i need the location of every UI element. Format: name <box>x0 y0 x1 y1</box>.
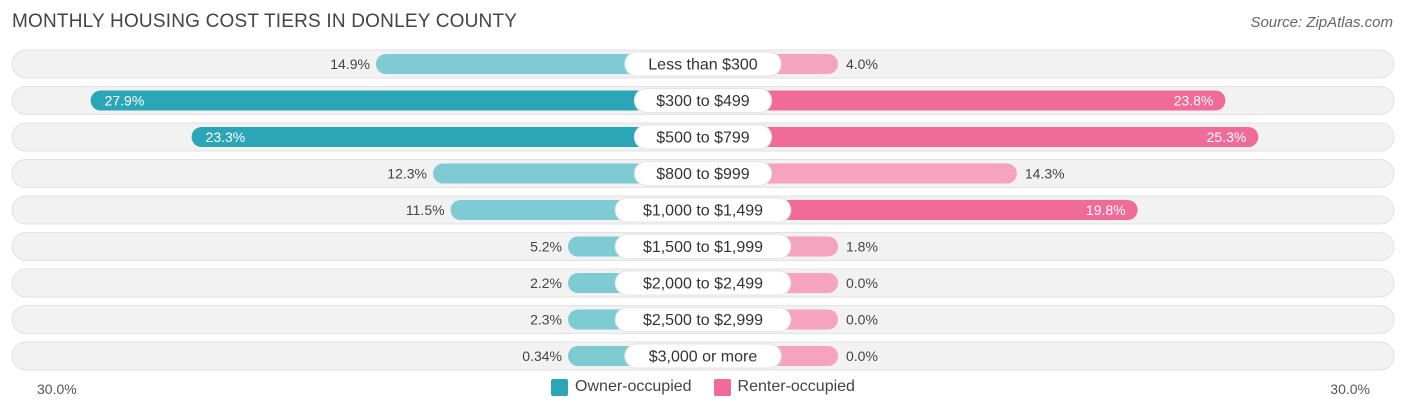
renter-value-label: 19.8% <box>1086 202 1126 218</box>
source-label: Source: ZipAtlas.com <box>1250 14 1393 31</box>
renter-value-label: 0.0% <box>846 348 878 364</box>
category-label: $800 to $999 <box>656 166 750 183</box>
category-label: Less than $300 <box>648 57 758 74</box>
category-label: $3,000 or more <box>649 349 758 366</box>
category-label: $500 to $799 <box>656 130 750 147</box>
owner-value-label: 23.3% <box>206 129 246 145</box>
category-label: $1,000 to $1,499 <box>643 203 763 220</box>
legend-owner-label: Owner-occupied <box>575 378 692 395</box>
category-label: $1,500 to $1,999 <box>643 239 763 256</box>
category-label: $300 to $499 <box>656 93 750 110</box>
legend-renter: Renter-occupied <box>713 378 855 396</box>
owner-bar <box>191 127 703 147</box>
renter-value-label: 14.3% <box>1025 166 1065 182</box>
category-pill <box>624 343 782 369</box>
category-pill <box>614 270 792 296</box>
owner-swatch <box>551 378 569 396</box>
category-pill <box>633 124 773 150</box>
renter-value-label: 4.0% <box>846 56 878 72</box>
renter-value-label: 25.3% <box>1207 129 1247 145</box>
owner-value-label: 5.2% <box>530 239 562 255</box>
renter-value-label: 0.0% <box>846 312 878 328</box>
owner-value-label: 11.5% <box>406 202 445 218</box>
legend: Owner-occupied Renter-occupied <box>0 378 1406 396</box>
category-label: $2,500 to $2,999 <box>643 312 763 329</box>
category-pill <box>633 161 773 186</box>
legend-owner: Owner-occupied <box>551 378 692 396</box>
owner-value-label: 27.9% <box>105 93 145 109</box>
renter-value-label: 1.8% <box>846 239 878 255</box>
renter-value-label: 23.8% <box>1174 93 1214 109</box>
owner-value-label: 14.9% <box>330 56 370 72</box>
category-pill <box>614 307 792 332</box>
renter-bar <box>703 127 1259 147</box>
owner-value-label: 0.34% <box>522 348 562 364</box>
chart-title: MONTHLY HOUSING COST TIERS IN DONLEY COU… <box>12 11 518 32</box>
legend-renter-label: Renter-occupied <box>737 378 855 395</box>
owner-value-label: 2.2% <box>530 275 562 291</box>
owner-bar <box>375 54 703 74</box>
axis-left-label: 30.0% <box>37 381 77 397</box>
renter-swatch <box>713 378 731 396</box>
renter-value-label: 0.0% <box>846 275 878 291</box>
renter-bar <box>703 90 1226 111</box>
axis-right-label: 30.0% <box>1330 381 1370 397</box>
renter-bar <box>703 200 1138 220</box>
owner-value-label: 2.3% <box>530 312 562 328</box>
category-pill <box>614 234 792 259</box>
owner-bar <box>90 90 704 111</box>
category-label: $2,000 to $2,499 <box>643 276 763 293</box>
category-pill <box>633 88 773 113</box>
category-pill <box>614 197 792 223</box>
renter-bar <box>703 163 1017 184</box>
owner-value-label: 12.3% <box>387 166 427 182</box>
category-pill <box>624 51 782 77</box>
